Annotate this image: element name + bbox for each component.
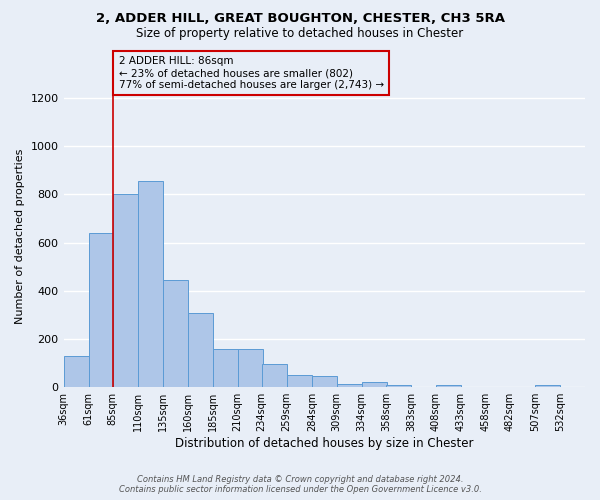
Bar (163, 280, 188, 387)
Text: Contains HM Land Registry data © Crown copyright and database right 2024.
Contai: Contains HM Land Registry data © Crown c… (119, 474, 481, 494)
Bar (262, 364, 287, 387)
Bar (64, 356, 89, 387)
Text: 2, ADDER HILL, GREAT BOUGHTON, CHESTER, CH3 5RA: 2, ADDER HILL, GREAT BOUGHTON, CHESTER, … (95, 12, 505, 26)
Bar (113, 194, 137, 387)
Bar (137, 181, 163, 387)
Bar (287, 374, 312, 387)
Text: Size of property relative to detached houses in Chester: Size of property relative to detached ho… (136, 28, 464, 40)
Bar (386, 386, 411, 387)
Bar (89, 233, 113, 387)
Bar (535, 386, 560, 387)
X-axis label: Distribution of detached houses by size in Chester: Distribution of detached houses by size … (175, 437, 473, 450)
Bar (238, 349, 263, 387)
Bar (212, 349, 238, 387)
Y-axis label: Number of detached properties: Number of detached properties (15, 149, 25, 324)
Bar (436, 386, 461, 387)
Bar (362, 382, 387, 387)
Bar (312, 376, 337, 387)
Bar (188, 312, 212, 387)
Text: 2 ADDER HILL: 86sqm
← 23% of detached houses are smaller (802)
77% of semi-detac: 2 ADDER HILL: 86sqm ← 23% of detached ho… (119, 56, 384, 90)
Bar (337, 384, 362, 387)
